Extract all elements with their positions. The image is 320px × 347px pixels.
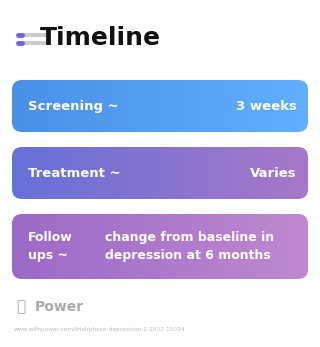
Text: Power: Power bbox=[35, 300, 84, 314]
Text: Treatment ~: Treatment ~ bbox=[28, 167, 121, 179]
Text: 3 weeks: 3 weeks bbox=[236, 100, 297, 112]
Text: Follow
ups ~: Follow ups ~ bbox=[28, 231, 73, 262]
Text: Timeline: Timeline bbox=[40, 26, 161, 50]
FancyBboxPatch shape bbox=[12, 80, 308, 132]
Text: Varies: Varies bbox=[250, 167, 297, 179]
Text: Ⓟ: Ⓟ bbox=[16, 299, 25, 314]
FancyBboxPatch shape bbox=[12, 147, 308, 199]
Text: change from baseline in
depression at 6 months: change from baseline in depression at 6 … bbox=[105, 231, 274, 262]
Text: Screening ~: Screening ~ bbox=[28, 100, 119, 112]
FancyBboxPatch shape bbox=[12, 214, 308, 279]
Text: www.withpower.com/trial/phase-depression-2-2022-15024: www.withpower.com/trial/phase-depression… bbox=[14, 327, 186, 331]
